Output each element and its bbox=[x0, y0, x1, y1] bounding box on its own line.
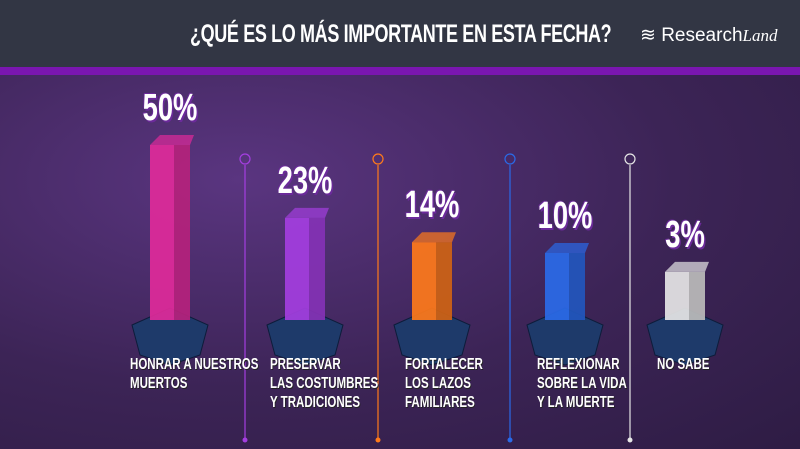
page-title: ¿QUÉ ES LO MÁS IMPORTANTE EN ESTA FECHA? bbox=[190, 20, 612, 48]
bar-top bbox=[665, 261, 709, 272]
separator-dot bbox=[242, 437, 248, 443]
category-label-line: MUERTOS bbox=[130, 375, 188, 392]
category-label-line: HONRAR A NUESTROS bbox=[130, 356, 259, 373]
separator-marker bbox=[239, 153, 251, 165]
category-label: FORTALECER LOS LAZOS FAMILIARES bbox=[405, 355, 483, 412]
bar-shade bbox=[569, 253, 585, 320]
category-label-line: Y TRADICIONES bbox=[270, 394, 361, 411]
bar bbox=[150, 145, 190, 320]
category-label-line: FAMILIARES bbox=[405, 394, 475, 411]
bar-top bbox=[412, 232, 456, 243]
separator-dot bbox=[507, 437, 513, 443]
value-label: 23% bbox=[277, 159, 333, 202]
accent-bar bbox=[0, 67, 800, 75]
separator-marker bbox=[504, 153, 516, 165]
bar-top bbox=[150, 135, 194, 145]
category-label-line: NO SABE bbox=[657, 356, 710, 373]
separator-dot bbox=[627, 437, 633, 443]
separator-dot bbox=[375, 437, 381, 443]
logo: ≋ ResearchLand bbox=[640, 25, 778, 46]
category-label-line: PRESERVAR bbox=[270, 356, 341, 373]
bar-shade bbox=[174, 145, 190, 320]
value-label: 50% bbox=[142, 87, 198, 129]
bar-shade bbox=[309, 217, 325, 320]
value-label: 14% bbox=[404, 184, 460, 227]
category-label: HONRAR A NUESTROS MUERTOS bbox=[130, 355, 258, 393]
category-label-line: LAS COSTUMBRES bbox=[270, 375, 379, 392]
bar-shade bbox=[689, 271, 705, 320]
header: ¿QUÉ ES LO MÁS IMPORTANTE EN ESTA FECHA?… bbox=[0, 0, 800, 75]
category-label: REFLEXIONAR SOBRE LA VIDA Y LA MUERTE bbox=[537, 355, 627, 412]
bar bbox=[285, 217, 325, 320]
separator-marker bbox=[624, 153, 636, 165]
category-label-line: REFLEXIONAR bbox=[537, 356, 620, 373]
value-label: 3% bbox=[665, 213, 705, 256]
bar-shade bbox=[436, 242, 452, 320]
bar-top bbox=[545, 243, 589, 253]
category-label-line: LOS LAZOS bbox=[405, 375, 471, 392]
category-label: PRESERVAR LAS COSTUMBRES Y TRADICIONES bbox=[270, 355, 378, 412]
category-label-line: Y LA MUERTE bbox=[537, 394, 615, 411]
category-label-line: SOBRE LA VIDA bbox=[537, 375, 627, 392]
category-label-line: FORTALECER bbox=[405, 356, 483, 373]
bar bbox=[665, 271, 705, 320]
bar bbox=[545, 253, 585, 320]
separator-marker bbox=[372, 153, 384, 165]
value-label: 10% bbox=[537, 195, 593, 237]
category-label: NO SABE bbox=[657, 355, 709, 374]
bar-chart bbox=[131, 135, 724, 443]
bar bbox=[412, 242, 452, 320]
bar-top bbox=[285, 207, 329, 218]
